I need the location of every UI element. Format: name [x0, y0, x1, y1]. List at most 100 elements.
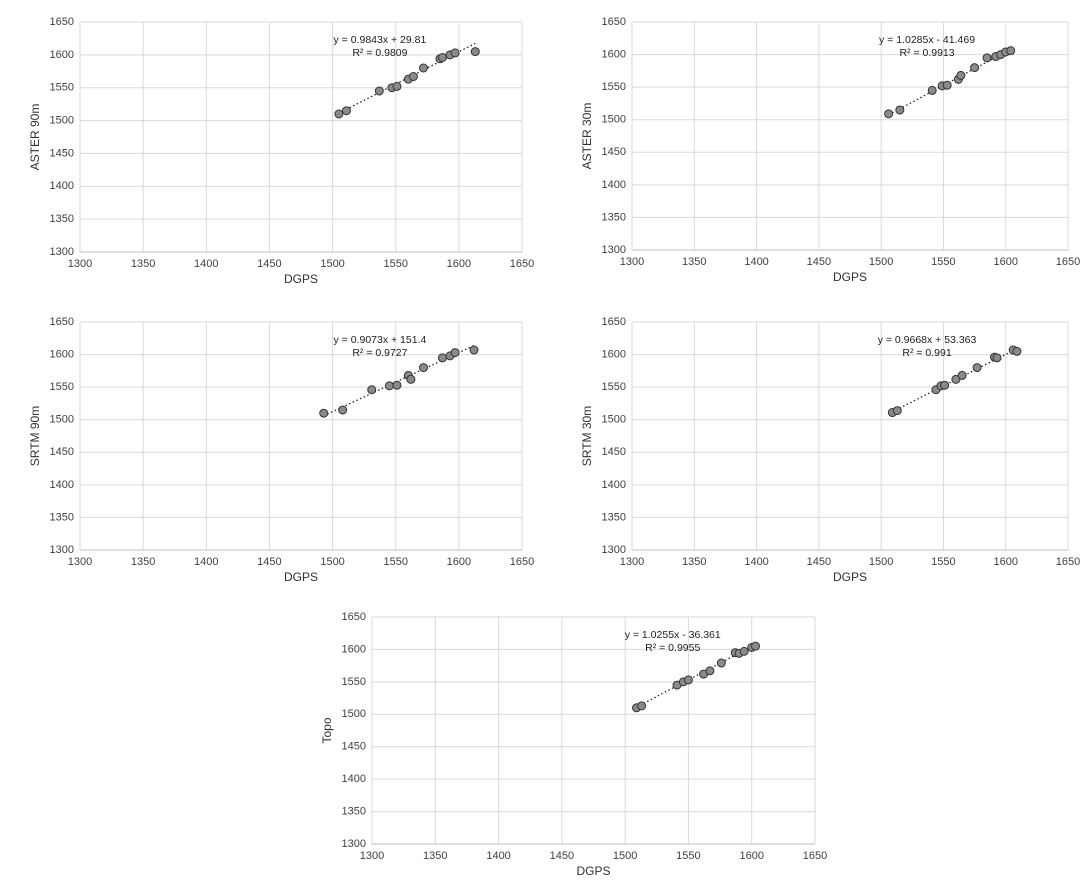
x-tick-label: 1600 [447, 556, 471, 568]
x-tick-label: 1550 [931, 256, 955, 268]
chart-panel: 1300 1350 1400 1450 1500 1550 1600 1650 1300 1350… [320, 611, 827, 878]
x-tick-label: 1450 [550, 850, 574, 862]
y-tick-label: 1400 [50, 479, 74, 491]
data-point [469, 345, 479, 355]
y-tick-label: 1450 [602, 146, 626, 158]
r-squared: R² = 0.991 [902, 347, 951, 359]
data-point [956, 70, 966, 80]
y-tick-label: 1300 [50, 544, 74, 556]
y-tick-label: 1600 [50, 348, 74, 360]
y-tick-label: 1400 [342, 773, 366, 785]
data-point [895, 105, 905, 115]
r-squared: R² = 0.9809 [352, 47, 407, 59]
y-tick-label: 1300 [602, 244, 626, 256]
x-tick-label: 1500 [613, 850, 637, 862]
y-tick-label: 1650 [602, 16, 626, 28]
r-squared: R² = 0.9913 [899, 47, 954, 59]
data-point [367, 385, 377, 395]
x-tick-label: 1600 [993, 556, 1017, 568]
data-point [751, 641, 761, 651]
y-tick-label: 1550 [602, 81, 626, 93]
data-point [437, 52, 447, 62]
x-tick-label: 1550 [383, 556, 407, 568]
x-tick-label: 1350 [682, 556, 706, 568]
y-tick-label: 1500 [342, 708, 366, 720]
r-squared: R² = 0.9727 [352, 347, 407, 359]
data-point [942, 80, 952, 90]
y-tick-label: 1350 [602, 211, 626, 223]
data-point [992, 353, 1002, 363]
data-point [972, 363, 982, 373]
data-point [338, 405, 348, 415]
y-tick-label: 1350 [50, 213, 74, 225]
x-tick-label: 1550 [931, 556, 955, 568]
x-tick-label: 1500 [869, 256, 893, 268]
data-point [392, 380, 402, 390]
data-point [705, 666, 715, 676]
data-point [450, 48, 460, 58]
data-point [334, 109, 344, 119]
chart-panel: 1300 1350 1400 1450 1500 1550 1600 1650 1300 1350… [28, 316, 534, 584]
chart-panel: 1300 1350 1400 1450 1500 1550 1600 1650 1300 1350… [28, 16, 534, 286]
y-tick-label: 1650 [602, 316, 626, 328]
x-tick-label: 1650 [510, 556, 534, 568]
x-tick-label: 1400 [744, 556, 768, 568]
trend-equation: y = 1.0255x - 36.361 [625, 629, 721, 641]
y-tick-label: 1650 [342, 611, 366, 623]
y-tick-label: 1600 [602, 348, 626, 360]
y-tick-label: 1600 [342, 643, 366, 655]
data-point [392, 81, 402, 91]
data-point [406, 374, 416, 384]
x-tick-label: 1500 [320, 258, 344, 270]
y-axis-label: Topo [320, 717, 334, 743]
data-point [470, 47, 480, 57]
y-tick-label: 1500 [602, 414, 626, 426]
data-point [319, 408, 329, 418]
y-axis-label: SRTM 30m [580, 406, 594, 466]
y-tick-label: 1450 [602, 446, 626, 458]
data-point [374, 86, 384, 96]
data-point [341, 106, 351, 116]
x-tick-label: 1400 [194, 556, 218, 568]
y-axis-label: SRTM 90m [28, 406, 42, 466]
data-point [970, 63, 980, 73]
x-tick-label: 1350 [131, 258, 155, 270]
x-tick-label: 1550 [383, 258, 407, 270]
y-tick-label: 1350 [50, 511, 74, 523]
x-tick-label: 1650 [803, 850, 827, 862]
y-tick-label: 1450 [50, 446, 74, 458]
y-tick-label: 1550 [602, 381, 626, 393]
data-point [1006, 46, 1016, 56]
x-tick-label: 1350 [423, 850, 447, 862]
y-tick-label: 1300 [342, 838, 366, 850]
x-axis-label: DGPS [833, 270, 867, 284]
y-tick-label: 1450 [50, 147, 74, 159]
data-point [927, 85, 937, 95]
y-tick-label: 1300 [50, 246, 74, 258]
chart-panel: 1300 1350 1400 1450 1500 1550 1600 1650 1300 1350… [580, 316, 1080, 584]
x-axis-label: DGPS [284, 272, 318, 286]
r-squared: R² = 0.9955 [645, 642, 700, 654]
x-tick-label: 1450 [257, 556, 281, 568]
y-tick-label: 1500 [602, 114, 626, 126]
y-axis-label: ASTER 30m [580, 103, 594, 170]
y-tick-label: 1600 [602, 48, 626, 60]
y-tick-label: 1600 [50, 49, 74, 61]
data-point [418, 363, 428, 373]
data-point [739, 646, 749, 656]
y-tick-label: 1350 [342, 805, 366, 817]
data-point [683, 675, 693, 685]
trend-equation: y = 0.9073x + 151.4 [334, 334, 427, 346]
data-point [884, 109, 894, 119]
y-tick-label: 1350 [602, 511, 626, 523]
data-point [450, 348, 460, 358]
x-tick-label: 1450 [807, 256, 831, 268]
data-point [637, 701, 647, 711]
x-tick-label: 1550 [676, 850, 700, 862]
x-axis-label: DGPS [576, 864, 610, 878]
x-axis-label: DGPS [284, 570, 318, 584]
x-tick-label: 1300 [620, 256, 644, 268]
y-tick-label: 1650 [50, 316, 74, 328]
data-point [418, 63, 428, 73]
